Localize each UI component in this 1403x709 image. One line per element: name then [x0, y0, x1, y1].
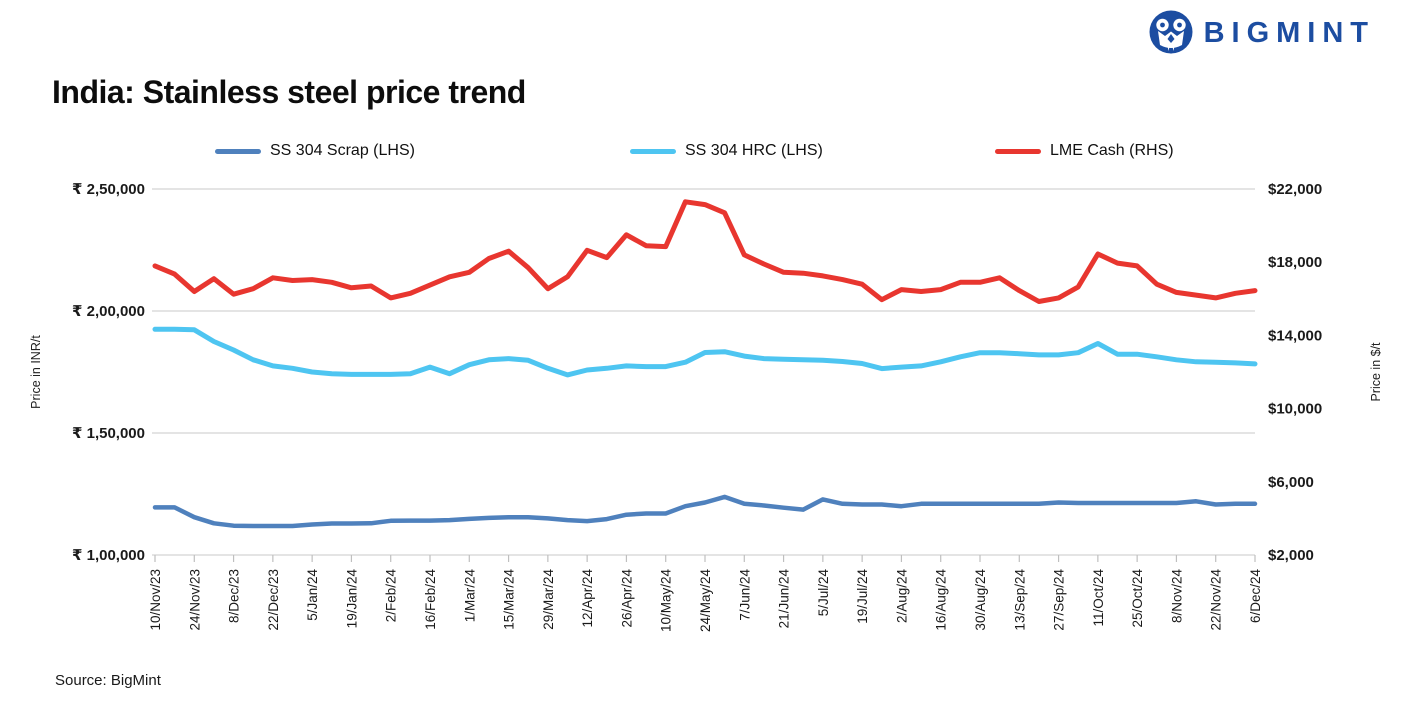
legend-label: SS 304 HRC (LHS) — [685, 142, 823, 159]
logo: BIGMINT — [1148, 10, 1375, 56]
x-tick-label: 10/Nov/23 — [148, 569, 163, 631]
x-tick-label: 22/Dec/23 — [266, 569, 281, 631]
y-tick-label-right: $22,000 — [1268, 181, 1322, 198]
logo-text: BIGMINT — [1203, 16, 1375, 49]
source-note: Source: BigMint — [55, 672, 161, 689]
series-line-lme-cash-rhs — [152, 199, 1258, 304]
legend-swatch — [215, 148, 261, 154]
x-tick-label: 8/Dec/23 — [227, 569, 242, 623]
x-tick-label: 25/Oct/24 — [1130, 569, 1145, 628]
legend-label: LME Cash (RHS) — [1050, 142, 1174, 159]
series-line-ss-304-scrap-lhs — [152, 494, 1258, 529]
y-tick-label-left: ₹ 1,00,000 — [72, 547, 145, 564]
y-tick-label-left: ₹ 1,50,000 — [72, 425, 145, 442]
y-tick-label-right: $6,000 — [1268, 474, 1314, 491]
x-tick-label: 24/May/24 — [698, 569, 713, 633]
y-tick-label-right: $2,000 — [1268, 547, 1314, 564]
x-tick-label: 19/Jan/24 — [344, 569, 359, 629]
x-tick-label: 30/Aug/24 — [973, 569, 988, 631]
x-tick-label: 5/Jul/24 — [816, 569, 831, 617]
bigmint-owl-icon — [1149, 10, 1193, 54]
x-tick-label: 10/May/24 — [659, 569, 674, 633]
y-tick-label-right: $18,000 — [1268, 254, 1322, 271]
x-tick-label: 2/Aug/24 — [894, 569, 909, 624]
x-tick-label: 6/Dec/24 — [1248, 569, 1263, 624]
x-tick-label: 26/Apr/24 — [619, 569, 634, 628]
x-tick-label: 5/Jan/24 — [305, 569, 320, 621]
y-tick-label-right: $14,000 — [1268, 327, 1322, 344]
legend-item-2: SS 304 HRC (LHS) — [630, 140, 823, 162]
y-tick-label-right: $10,000 — [1268, 401, 1322, 418]
legend-label: SS 304 Scrap (LHS) — [270, 142, 415, 159]
series-line-ss-304-hrc-lhs — [152, 326, 1258, 378]
left-axis-title: Price in INR/t — [29, 335, 43, 409]
x-tick-label: 29/Mar/24 — [541, 569, 556, 630]
page-title: India: Stainless steel price trend — [52, 74, 526, 110]
legend-swatch — [630, 148, 676, 154]
x-tick-label: 24/Nov/23 — [187, 569, 202, 631]
x-tick-label: 8/Nov/24 — [1169, 569, 1184, 624]
y-tick-label-left: ₹ 2,50,000 — [72, 181, 145, 198]
x-tick-label: 12/Apr/24 — [580, 569, 595, 628]
legend-item-3: LME Cash (RHS) — [995, 140, 1174, 162]
x-tick-label: 15/Mar/24 — [502, 569, 517, 630]
x-tick-label: 21/Jun/24 — [777, 569, 792, 629]
right-axis-title: Price in $/t — [1369, 342, 1383, 402]
legend-item-1: SS 304 Scrap (LHS) — [215, 140, 415, 162]
x-tick-label: 27/Sep/24 — [1052, 569, 1067, 631]
x-tick-label: 11/Oct/24 — [1091, 569, 1106, 627]
y-tick-label-left: ₹ 2,00,000 — [72, 303, 145, 320]
x-tick-label: 22/Nov/24 — [1209, 569, 1224, 631]
x-tick-label: 13/Sep/24 — [1012, 569, 1027, 631]
chart-legend: SS 304 Scrap (LHS) SS 304 HRC (LHS) LME Ca… — [0, 140, 1403, 164]
x-tick-label: 19/Jul/24 — [855, 569, 870, 624]
x-tick-label: 16/Aug/24 — [934, 569, 949, 631]
legend-swatch — [995, 148, 1041, 154]
x-tick-label: 1/Mar/24 — [462, 569, 477, 623]
x-tick-label: 2/Feb/24 — [384, 569, 399, 623]
x-tick-label: 7/Jun/24 — [737, 569, 752, 621]
x-tick-label: 16/Feb/24 — [423, 569, 438, 630]
